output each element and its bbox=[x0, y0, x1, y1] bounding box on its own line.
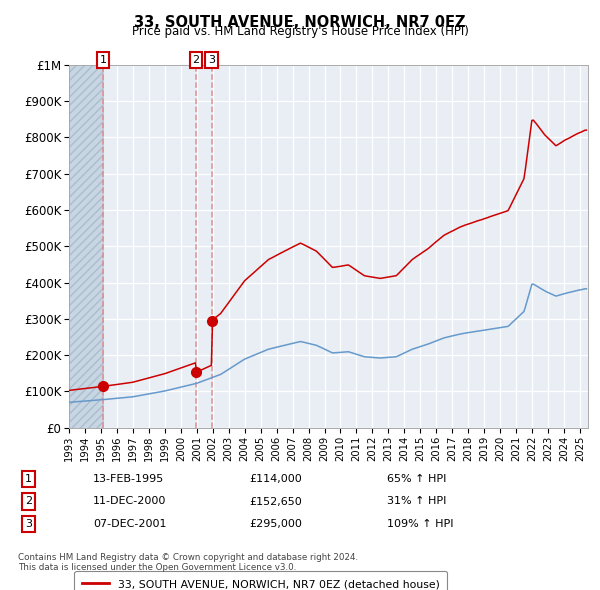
Text: 2: 2 bbox=[193, 55, 200, 65]
Text: Price paid vs. HM Land Registry's House Price Index (HPI): Price paid vs. HM Land Registry's House … bbox=[131, 25, 469, 38]
Text: This data is licensed under the Open Government Licence v3.0.: This data is licensed under the Open Gov… bbox=[18, 563, 296, 572]
Legend: 33, SOUTH AVENUE, NORWICH, NR7 0EZ (detached house), HPI: Average price, detache: 33, SOUTH AVENUE, NORWICH, NR7 0EZ (deta… bbox=[74, 571, 447, 590]
Text: 11-DEC-2000: 11-DEC-2000 bbox=[93, 497, 166, 506]
Text: £152,650: £152,650 bbox=[249, 497, 302, 506]
Text: 1: 1 bbox=[100, 55, 106, 65]
Text: 07-DEC-2001: 07-DEC-2001 bbox=[93, 519, 167, 529]
Text: £114,000: £114,000 bbox=[249, 474, 302, 484]
Text: 2: 2 bbox=[25, 497, 32, 506]
Text: £295,000: £295,000 bbox=[249, 519, 302, 529]
Text: 33, SOUTH AVENUE, NORWICH, NR7 0EZ: 33, SOUTH AVENUE, NORWICH, NR7 0EZ bbox=[134, 15, 466, 30]
Text: 1: 1 bbox=[25, 474, 32, 484]
Text: 3: 3 bbox=[208, 55, 215, 65]
Bar bbox=[69, 65, 103, 428]
Text: Contains HM Land Registry data © Crown copyright and database right 2024.: Contains HM Land Registry data © Crown c… bbox=[18, 553, 358, 562]
Text: 65% ↑ HPI: 65% ↑ HPI bbox=[387, 474, 446, 484]
Text: 13-FEB-1995: 13-FEB-1995 bbox=[93, 474, 164, 484]
Text: 109% ↑ HPI: 109% ↑ HPI bbox=[387, 519, 454, 529]
Text: 31% ↑ HPI: 31% ↑ HPI bbox=[387, 497, 446, 506]
Text: 3: 3 bbox=[25, 519, 32, 529]
Bar bbox=[69, 65, 103, 428]
